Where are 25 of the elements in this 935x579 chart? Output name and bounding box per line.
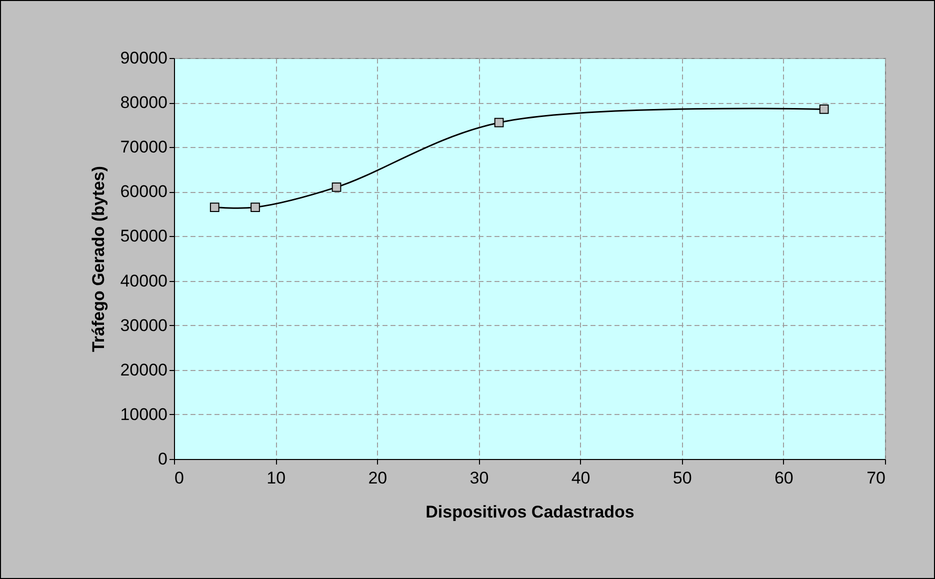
point xyxy=(332,182,342,192)
y-tick-label: 90000 xyxy=(120,48,168,68)
y-tick-label: 50000 xyxy=(120,226,168,246)
y-tick-label: 70000 xyxy=(120,138,168,157)
x-axis-title: Dispositivos Cadastrados xyxy=(426,502,634,522)
y-tick-label: 30000 xyxy=(120,316,168,335)
point xyxy=(250,202,260,212)
x-tick-label: 30 xyxy=(470,468,489,488)
point xyxy=(210,202,220,212)
y-tick-label: 60000 xyxy=(120,182,168,202)
y-tick-label: 0 xyxy=(158,450,168,468)
y-tick-label: 20000 xyxy=(120,360,168,380)
x-tick-label: 20 xyxy=(368,468,388,488)
x-tick-label: 60 xyxy=(774,468,794,488)
x-tick-label: 10 xyxy=(266,468,286,488)
y-axis-title: Tráfego Gerado (bytes) xyxy=(89,166,108,352)
y-tick-label: 40000 xyxy=(120,271,168,290)
x-tick-label: 40 xyxy=(571,468,590,488)
point xyxy=(494,118,504,128)
x-tick-label: 50 xyxy=(672,468,692,488)
point xyxy=(819,104,829,114)
x-tick-label: 70 xyxy=(866,468,886,488)
y-tick-label: 10000 xyxy=(120,404,168,424)
x-tick-label: 0 xyxy=(174,468,184,488)
y-tick-label: 80000 xyxy=(120,93,168,112)
